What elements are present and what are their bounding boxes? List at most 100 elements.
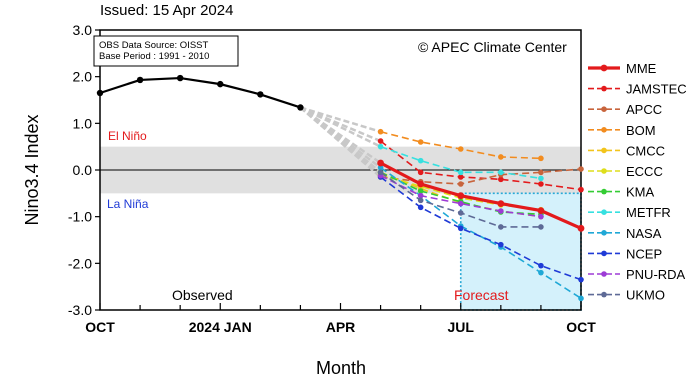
data-point-bom [498,154,504,160]
legend-label-jamstec: JAMSTEC [626,82,687,97]
legend-marker-mme [600,64,608,72]
legend-marker-cmcc [601,147,607,154]
x-tick-label: OCT [85,319,115,335]
connector-line [299,106,382,174]
data-point-mme [457,192,465,200]
legend-marker-nasa [601,230,607,236]
series-line-metfr [380,145,542,180]
legend-label-mme: MME [626,61,657,76]
data-point-kma [417,188,424,194]
data-point-mme [417,180,425,188]
legend-marker-ukmo [601,291,607,298]
copyright-text: © APEC Climate Center [418,39,567,55]
la-nina-label: La Niña [107,197,149,211]
x-tick-label: 2024 JAN [189,319,252,335]
data-point-mme [577,224,585,232]
data-point-mme [377,159,384,167]
data-point-jamstec [538,181,544,187]
observed-line [99,76,301,109]
legend-label-metfr: METFR [626,205,671,220]
data-point-ukmo [377,169,384,176]
source-line-1: OBS Data Source: OISST [99,40,208,51]
data-point-jamstec [377,138,384,144]
x-axis-title: Month [316,358,366,378]
data-point-pnu-rda [417,192,424,199]
series-line-ncep [380,176,582,281]
legend-marker-jamstec [601,85,607,92]
y-tick-label: 2.0 [73,69,93,85]
x-tick-label: OCT [566,319,596,335]
data-point-bom [457,146,464,152]
legend-label-cmcc: CMCC [626,143,665,158]
data-point-ukmo [538,224,544,230]
source-info-box [93,35,239,67]
observed-point [176,74,184,82]
legend-label-eccc: ECCC [626,164,663,179]
y-tick-label: 3.0 [73,22,93,38]
observed-label: Observed [172,287,233,303]
legend-marker-ncep [601,250,607,257]
y-tick-label: 0.0 [73,162,93,178]
issued-text: Issued: 15 Apr 2024 [100,2,233,19]
legend-marker-bom [601,127,607,133]
data-point-jamstec [457,174,464,180]
observed-point [136,76,144,84]
legend-marker-metfr [601,209,607,215]
y-tick-label: -1.0 [68,209,92,225]
data-point-bom [417,139,424,145]
connector-line [300,106,381,133]
data-point-metfr [538,175,544,182]
connector-line [299,106,382,169]
legend-label-nasa: NASA [626,226,662,241]
legend-marker-pnu-rda [601,271,607,277]
el-nino-label: El Niño [108,129,147,143]
data-point-metfr [377,143,384,150]
y-tick-label: 1.0 [73,115,93,131]
data-point-ukmo [417,197,424,204]
legend-label-kma: KMA [626,185,655,200]
data-point-metfr [457,169,464,176]
source-line-2: Base Period : 1991 - 2010 [99,51,209,62]
legend-label-ukmo: UKMO [626,288,665,303]
data-point-metfr [498,169,504,176]
series-line-mme [379,161,582,230]
data-point-mme [497,200,505,208]
data-point-jamstec [417,169,424,176]
data-point-pnu-rda [457,200,464,207]
y-tick-label: -3.0 [68,302,92,318]
legend-marker-eccc [601,168,607,174]
data-point-bom [377,128,384,135]
forecast-label: Forecast [454,287,509,303]
data-point-bom [538,155,544,162]
x-tick-label: JUL [448,319,475,335]
legend-label-apcc: APCC [626,102,662,117]
y-axis-title: Nino3.4 Index [22,114,42,225]
series-line-jamstec [380,140,582,191]
data-point-ncep [457,225,464,232]
data-point-ukmo [457,210,464,216]
data-point-ncep [498,241,504,248]
data-point-mme [537,207,545,215]
data-point-metfr [417,157,424,164]
observed-point [96,89,104,97]
legend-label-pnu-rda: PNU-RDA [626,267,686,282]
data-point-pnu-rda [498,208,504,214]
legend-marker-apcc [601,106,607,112]
data-point-jamstec [498,176,504,183]
x-tick-label: APR [326,319,356,335]
legend-marker-kma [601,188,607,195]
legend-label-bom: BOM [626,123,656,138]
observed-point [257,91,264,98]
observed-point [297,104,304,111]
data-point-ncep [578,276,584,283]
data-point-nasa [377,164,384,171]
data-point-apcc [578,166,584,172]
data-point-jamstec [578,186,584,193]
connector-line [299,106,382,148]
connector-line [299,106,382,165]
observed-point [217,80,224,88]
data-point-ncep [538,262,544,269]
data-point-nasa [538,269,544,276]
